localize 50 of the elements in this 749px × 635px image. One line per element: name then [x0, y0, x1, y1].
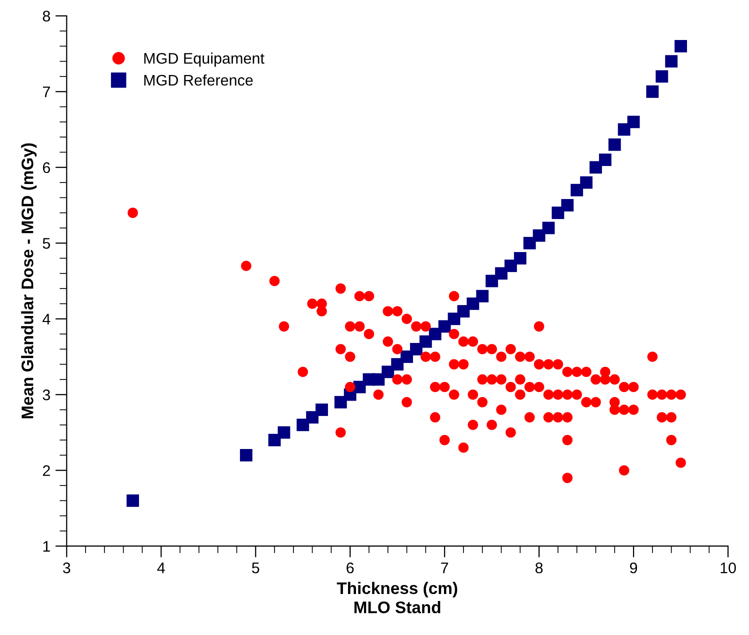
point — [590, 161, 602, 174]
point — [608, 138, 621, 151]
x-axis-title: Thickness (cm) MLO Stand — [336, 582, 458, 614]
point — [240, 448, 252, 462]
x-tick-label: 8 — [535, 562, 543, 574]
point — [532, 229, 546, 242]
point — [268, 434, 281, 446]
point — [561, 199, 574, 212]
x-tick-label: 5 — [252, 562, 260, 574]
point — [126, 494, 140, 507]
y-tick-label: 1 — [43, 541, 50, 552]
point — [278, 426, 290, 439]
point — [514, 252, 526, 264]
y-tick-label: 2 — [42, 465, 50, 476]
point — [495, 267, 508, 280]
x-tick-label: 10 — [720, 562, 736, 574]
y-tick-label: 3 — [42, 389, 50, 400]
point — [316, 404, 328, 416]
point — [674, 40, 687, 52]
point — [504, 260, 517, 272]
x-tick-label: 7 — [441, 562, 448, 574]
y-axis-title: Mean Glandular Dose - MGD (mGy) — [21, 143, 37, 418]
point — [580, 176, 593, 189]
point — [598, 154, 612, 166]
point — [523, 236, 536, 250]
point — [476, 290, 489, 302]
point — [542, 222, 555, 234]
point — [419, 335, 432, 348]
y-tick-label: 6 — [42, 162, 50, 174]
y-tick-label: 7 — [42, 86, 50, 98]
y-tick-label: 5 — [42, 238, 50, 249]
point — [391, 358, 404, 371]
point — [296, 418, 310, 432]
point — [570, 184, 584, 196]
legend-label: MGD Reference — [144, 74, 253, 86]
point — [665, 55, 678, 68]
y-tick-label: 8 — [42, 10, 50, 22]
point — [656, 70, 668, 83]
x-tick-label: 6 — [346, 562, 354, 574]
point — [466, 298, 480, 310]
point — [306, 411, 319, 424]
point — [646, 85, 659, 98]
point — [627, 116, 640, 128]
x-tick-label: 4 — [157, 562, 165, 574]
point — [334, 396, 347, 408]
x-tick-label: 3 — [62, 562, 70, 574]
legend-label: MGD Equipament — [144, 52, 264, 67]
point — [372, 373, 385, 386]
x-tick-label: 9 — [630, 562, 638, 574]
y-tick-label: 4 — [42, 314, 50, 324]
